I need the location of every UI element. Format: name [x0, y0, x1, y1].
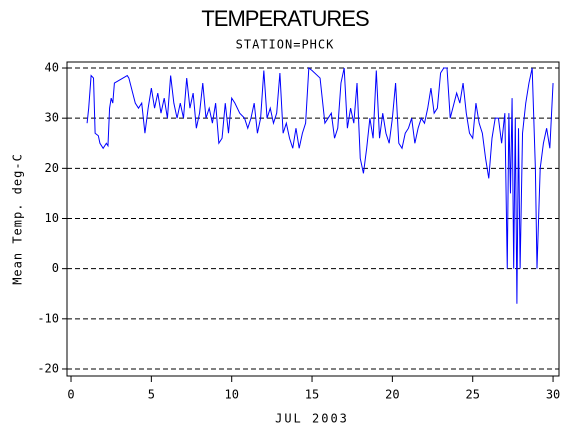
x-tick-label: 25	[465, 388, 479, 402]
y-tick-label: 0	[52, 261, 59, 275]
chart-title: TEMPERATURES	[201, 6, 369, 31]
y-axis-label: Mean Temp. deg-C	[11, 153, 25, 285]
y-tick-label: 40	[45, 61, 59, 75]
x-tick-label: 0	[67, 388, 74, 402]
x-axis-label: JUL 2003	[275, 412, 349, 426]
chart-subtitle: STATION=PHCK	[236, 38, 335, 52]
data-line	[86, 67, 554, 304]
plot-frame	[66, 61, 560, 377]
x-tick-label: 5	[148, 388, 155, 402]
y-tick-label: 30	[45, 111, 59, 125]
y-tick-label: 10	[45, 211, 59, 225]
x-tick-label: 15	[305, 388, 319, 402]
x-tick-label: 20	[385, 388, 399, 402]
y-tick-label: -10	[37, 311, 59, 325]
y-tick-label: -20	[37, 361, 59, 375]
x-tick-label: 30	[546, 388, 560, 402]
x-tick-label: 10	[224, 388, 238, 402]
y-tick-label: 20	[45, 161, 59, 175]
